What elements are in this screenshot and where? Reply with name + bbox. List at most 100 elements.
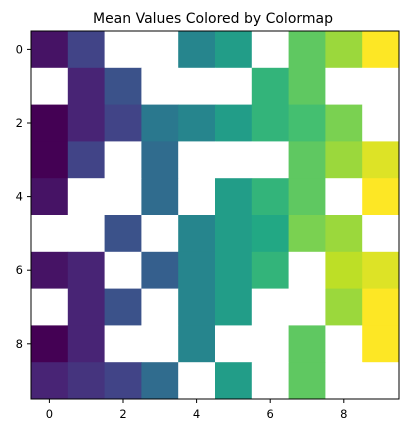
heatmap-cell	[67, 251, 105, 289]
heatmap-cell	[215, 251, 253, 289]
heatmap-cell	[141, 178, 179, 216]
heatmap-cell	[215, 178, 253, 216]
heatmap-cell-empty	[141, 31, 179, 69]
heatmap-cell	[67, 288, 105, 326]
heatmap-cell	[178, 104, 216, 142]
y-tick-label: 2	[16, 116, 23, 130]
heatmap-cell	[67, 31, 105, 69]
heatmap-cell	[325, 141, 363, 179]
heatmap-cell	[215, 215, 253, 253]
heatmap-cell	[67, 362, 105, 400]
heatmap-cell	[288, 325, 326, 363]
heatmap-cell	[325, 288, 363, 326]
x-tick-label: 6	[267, 407, 274, 421]
heatmap-cell	[215, 31, 253, 69]
heatmap-cell	[141, 362, 179, 400]
heatmap-cell	[141, 251, 179, 289]
heatmap-cell	[215, 104, 253, 142]
y-tick-label: 6	[16, 263, 23, 277]
heatmap-cell-empty	[288, 288, 326, 326]
heatmap-cell	[288, 362, 326, 400]
heatmap-cell	[215, 362, 253, 400]
heatmap-cell-empty	[325, 178, 363, 216]
heatmap-cell-empty	[215, 141, 253, 179]
heatmap-cell	[104, 104, 142, 142]
heatmap-cell	[31, 141, 69, 179]
plot-frame	[30, 30, 400, 400]
heatmap-cell	[288, 141, 326, 179]
heatmap-cell	[288, 104, 326, 142]
x-axis: 0 2 4 6 8	[46, 399, 347, 421]
heatmap-cell	[362, 141, 400, 179]
heatmap-cell-empty	[215, 67, 253, 105]
heatmap-cell-empty	[251, 325, 289, 363]
heatmap-cell	[67, 325, 105, 363]
heatmap-cell-empty	[67, 178, 105, 216]
heatmap-cell	[288, 67, 326, 105]
heatmap-cell	[251, 251, 289, 289]
heatmap-cell	[288, 31, 326, 69]
heatmap-cell	[31, 251, 69, 289]
heatmap-cell	[362, 178, 400, 216]
heatmap-cell-empty	[251, 141, 289, 179]
heatmap-cell	[362, 251, 400, 289]
heatmap-cell-empty	[104, 178, 142, 216]
heatmap-cell-empty	[325, 362, 363, 400]
heatmap-cell-empty	[325, 67, 363, 105]
heatmap-cell-empty	[104, 251, 142, 289]
heatmap-cell	[362, 288, 400, 326]
y-tick-label: 0	[16, 42, 23, 56]
heatmap-cell	[31, 178, 69, 216]
heatmap-cell	[104, 288, 142, 326]
heatmap-cell	[251, 104, 289, 142]
heatmap-cell-empty	[178, 67, 216, 105]
y-axis: 0 2 4 6 8	[16, 42, 31, 351]
heatmap-cell-empty	[362, 104, 400, 142]
heatmap-cell	[67, 141, 105, 179]
heatmap-cell-empty	[251, 362, 289, 400]
heatmap-cell-empty	[104, 325, 142, 363]
heatmap-cell	[67, 67, 105, 105]
heatmap-cells	[31, 31, 400, 400]
chart-title: Mean Values Colored by Colormap	[93, 11, 333, 27]
heatmap-cell	[251, 178, 289, 216]
heatmap-cell	[362, 31, 400, 69]
x-tick-label: 8	[340, 407, 347, 421]
heatmap-cell-empty	[362, 67, 400, 105]
heatmap-cell	[178, 215, 216, 253]
heatmap-cell	[325, 251, 363, 289]
heatmap-cell-empty	[362, 362, 400, 400]
heatmap-cell-empty	[178, 178, 216, 216]
heatmap-cell	[215, 288, 253, 326]
heatmap-cell	[31, 104, 69, 142]
x-tick-label: 4	[193, 407, 200, 421]
heatmap-cell	[31, 362, 69, 400]
heatmap-cell	[67, 104, 105, 142]
y-tick-label: 8	[16, 337, 23, 351]
y-tick-label: 4	[16, 190, 23, 204]
heatmap-cell-empty	[178, 141, 216, 179]
heatmap-cell-empty	[141, 215, 179, 253]
heatmap-cell	[325, 31, 363, 69]
heatmap-cell	[104, 215, 142, 253]
heatmap-cell-empty	[362, 215, 400, 253]
heatmap-cell	[325, 215, 363, 253]
heatmap-cell-empty	[31, 215, 69, 253]
heatmap-cell-empty	[141, 325, 179, 363]
heatmap-cell-empty	[31, 67, 69, 105]
heatmap-cell-empty	[251, 288, 289, 326]
x-tick-label: 0	[46, 407, 53, 421]
heatmap-cell-empty	[288, 251, 326, 289]
heatmap-cell	[141, 104, 179, 142]
heatmap-cell	[178, 31, 216, 69]
heatmap-cell	[104, 362, 142, 400]
heatmap-cell	[141, 141, 179, 179]
heatmap-cell-empty	[251, 31, 289, 69]
heatmap-cell	[362, 325, 400, 363]
heatmap-cell	[325, 104, 363, 142]
heatmap-cell	[251, 215, 289, 253]
heatmap-cell	[104, 67, 142, 105]
heatmap-cell	[178, 325, 216, 363]
heatmap-cell-empty	[215, 325, 253, 363]
